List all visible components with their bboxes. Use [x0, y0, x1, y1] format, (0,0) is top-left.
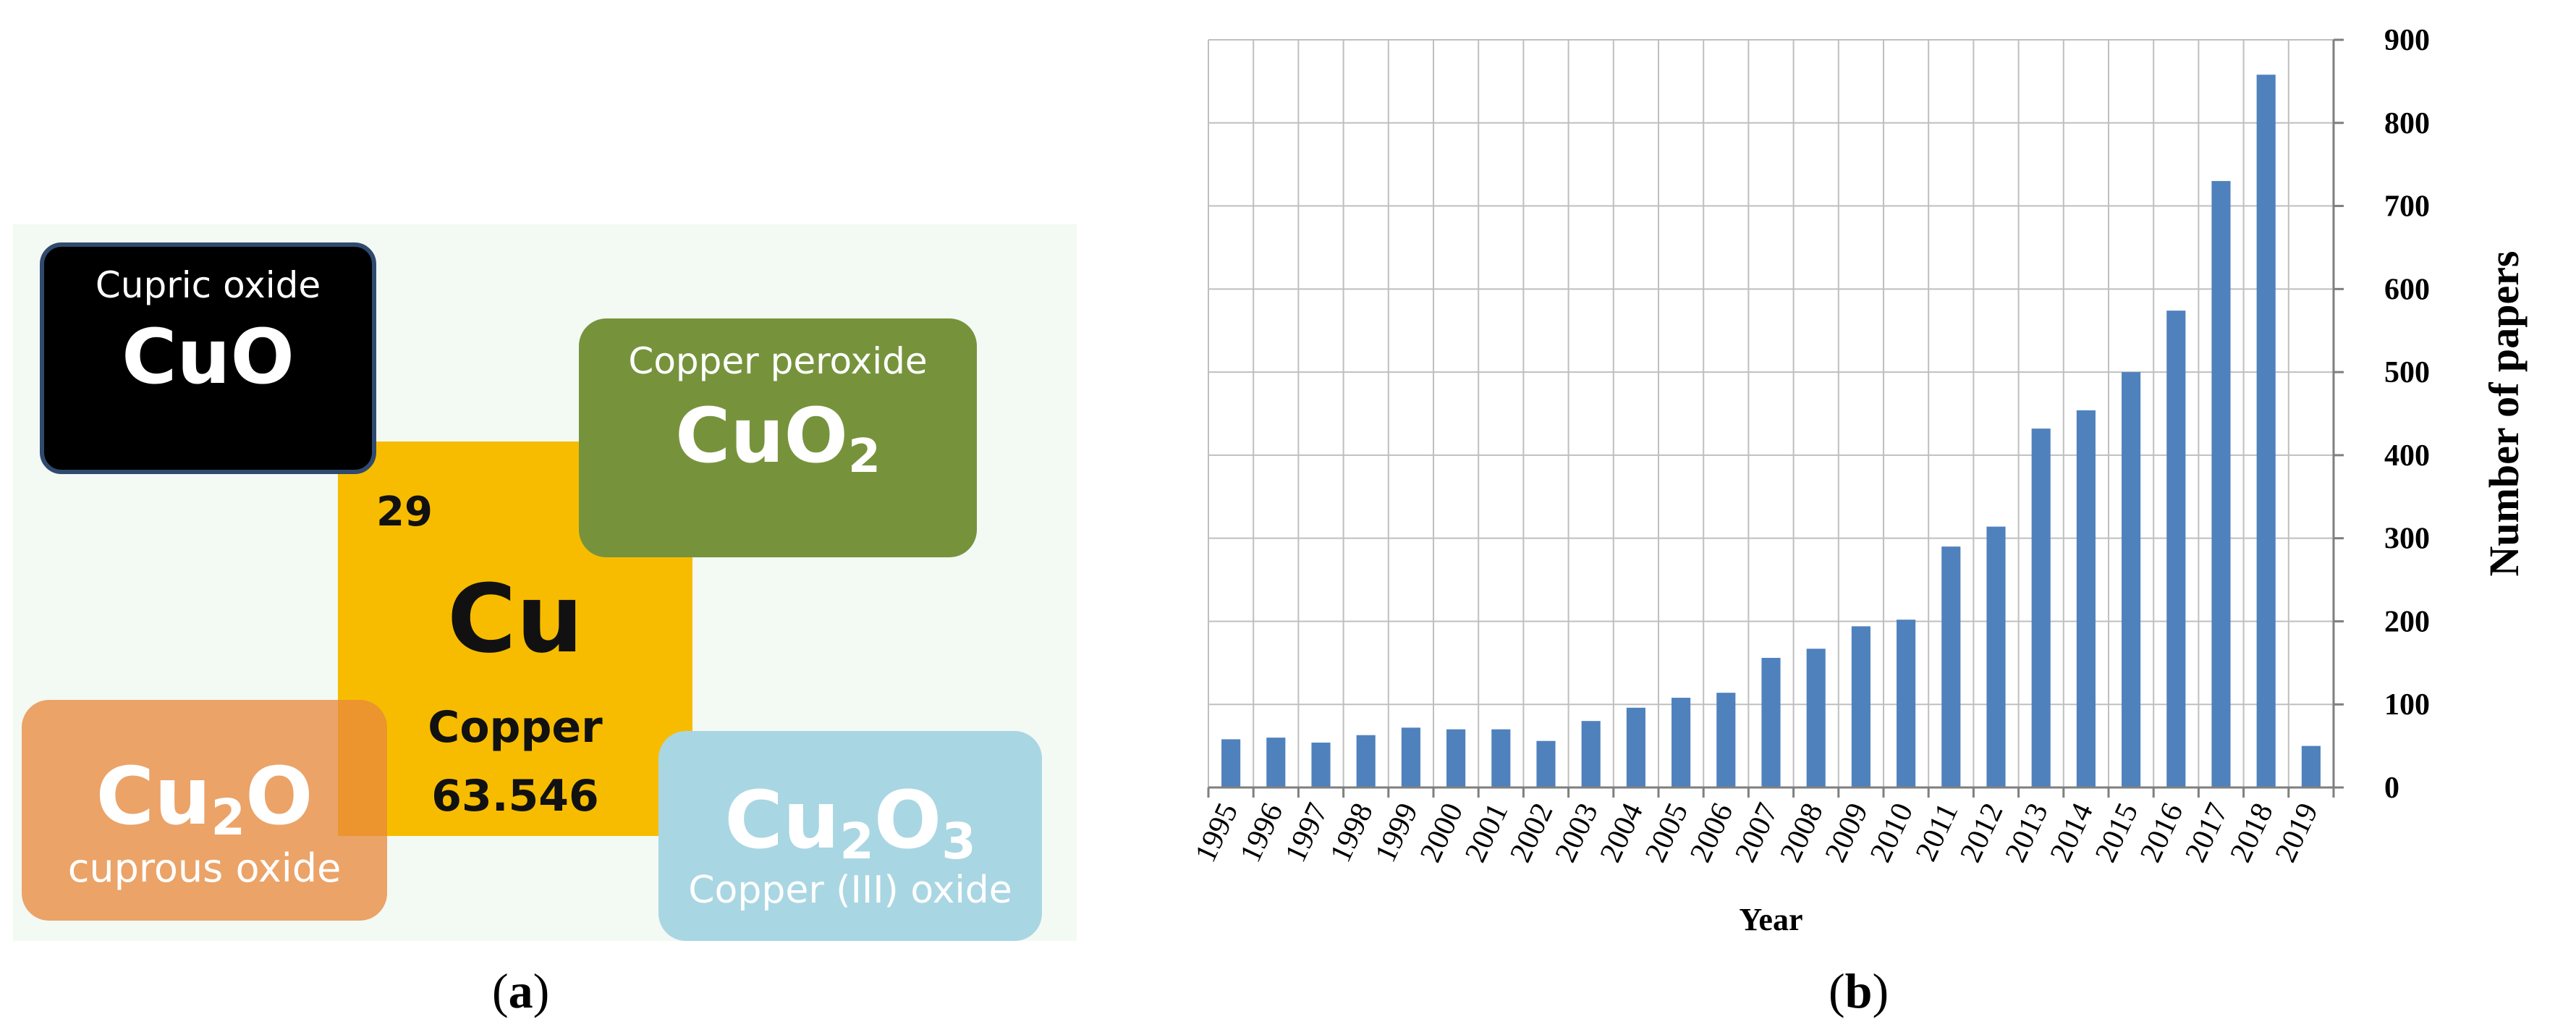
x-tick-label: 1996	[1234, 798, 1289, 868]
y-tick-label: 200	[2384, 605, 2430, 638]
element-name: Copper	[428, 702, 603, 753]
y-tick-label: 300	[2384, 523, 2430, 556]
bar-2007	[1761, 657, 1781, 787]
y-tick-label: 0	[2384, 772, 2399, 805]
bar-2019	[2301, 745, 2321, 787]
bar-2004	[1626, 707, 1645, 787]
y-tick-label: 100	[2384, 688, 2430, 722]
copper-peroxide-box: Copper peroxide CuO2	[579, 318, 977, 557]
x-tick-label: 2013	[1999, 798, 2055, 868]
cupric-oxide-box: Cupric oxide CuO	[40, 242, 376, 474]
bar-2008	[1806, 649, 1826, 787]
panel-b-label: (b)	[1829, 963, 1889, 1018]
x-axis-title: Year	[1740, 902, 1803, 937]
bar-2000	[1446, 729, 1466, 787]
atomic-mass: 63.546	[431, 771, 599, 821]
bar-2002	[1536, 740, 1556, 787]
bar-2001	[1491, 729, 1511, 787]
x-tick-label: 2018	[2224, 798, 2280, 868]
bar-2015	[2122, 372, 2141, 787]
x-tick-label: 2001	[1459, 798, 1514, 868]
bar-2014	[2076, 410, 2096, 787]
x-tick-label: 2007	[1729, 798, 1784, 868]
bar-2009	[1851, 626, 1870, 787]
bar-2003	[1581, 721, 1601, 787]
cupric-oxide-formula: CuO	[122, 313, 295, 401]
bar-2005	[1672, 698, 1691, 787]
copper-peroxide-name: Copper peroxide	[628, 340, 928, 382]
cuprous-oxide-box: Cu2O cuprous oxide	[22, 700, 387, 921]
x-tick-label: 2015	[2089, 798, 2145, 868]
x-tick-label: 2017	[2179, 798, 2234, 868]
element-symbol: Cu	[447, 564, 583, 674]
bar-1998	[1356, 735, 1376, 787]
x-tick-label: 1999	[1369, 798, 1425, 868]
y-axis-title: Number of papers	[2480, 250, 2528, 576]
bar-1995	[1221, 739, 1241, 787]
y-tick-label: 500	[2384, 356, 2430, 389]
bar-1997	[1311, 743, 1331, 787]
bar-2013	[2031, 428, 2051, 787]
x-tick-label: 2016	[2134, 798, 2190, 868]
cupric-oxide-name: Cupric oxide	[95, 264, 321, 306]
paper-count-bar-chart: 0 100 200 300 400 500 600 700 800 900 199519961997…	[1189, 24, 2528, 937]
x-tick-label: 2002	[1504, 798, 1559, 868]
panel-a-diagram: Cupric oxide CuO Copper peroxide CuO2 Cu…	[0, 0, 1085, 1035]
bar-1999	[1401, 727, 1420, 787]
bar-2016	[2166, 310, 2186, 788]
x-tick-label: 2011	[1910, 798, 1965, 866]
panel-a-label: (a)	[492, 963, 550, 1018]
x-tick-label: 2012	[1954, 798, 2009, 868]
bar-2006	[1716, 693, 1736, 787]
x-tick-label: 2005	[1639, 798, 1695, 868]
cuprous-oxide-formula: Cu2O	[96, 750, 313, 847]
y-tick-label: 400	[2384, 439, 2430, 473]
x-tick-label: 2006	[1684, 798, 1740, 868]
cuprous-oxide-name: cuprous oxide	[67, 845, 342, 892]
x-tick-label: 1995	[1189, 798, 1245, 868]
bar-1996	[1266, 738, 1286, 787]
atomic-number: 29	[376, 489, 433, 536]
copper-peroxide-formula: CuO2	[675, 392, 881, 484]
copper-iii-oxide-box: Cu2O3 Copper (III) oxide	[658, 731, 1042, 941]
x-tick-label: 2010	[1864, 798, 1920, 868]
y-tick-label: 800	[2384, 107, 2430, 140]
x-tick-label: 1998	[1324, 798, 1380, 868]
x-tick-label: 2019	[2269, 798, 2325, 868]
bar-2011	[1941, 546, 1961, 787]
copper-iii-oxide-name: Copper (III) oxide	[688, 869, 1012, 913]
x-tick-label: 2004	[1594, 798, 1650, 868]
x-tick-label: 2009	[1819, 798, 1875, 868]
x-tick-label: 2008	[1774, 798, 1830, 868]
copper-iii-oxide-formula: Cu2O3	[724, 774, 976, 871]
bar-2012	[1986, 526, 2006, 787]
x-tick-label: 2014	[2044, 798, 2100, 868]
bar-2010	[1897, 620, 1916, 787]
y-tick-label: 700	[2384, 190, 2430, 224]
x-tick-label: 1997	[1279, 798, 1334, 868]
x-tick-label: 2003	[1549, 798, 1605, 868]
y-tick-label: 600	[2384, 273, 2430, 306]
bar-2017	[2211, 181, 2231, 788]
x-tick-label: 2000	[1414, 798, 1470, 868]
y-tick-label: 900	[2384, 24, 2430, 57]
bar-2018	[2256, 75, 2276, 787]
